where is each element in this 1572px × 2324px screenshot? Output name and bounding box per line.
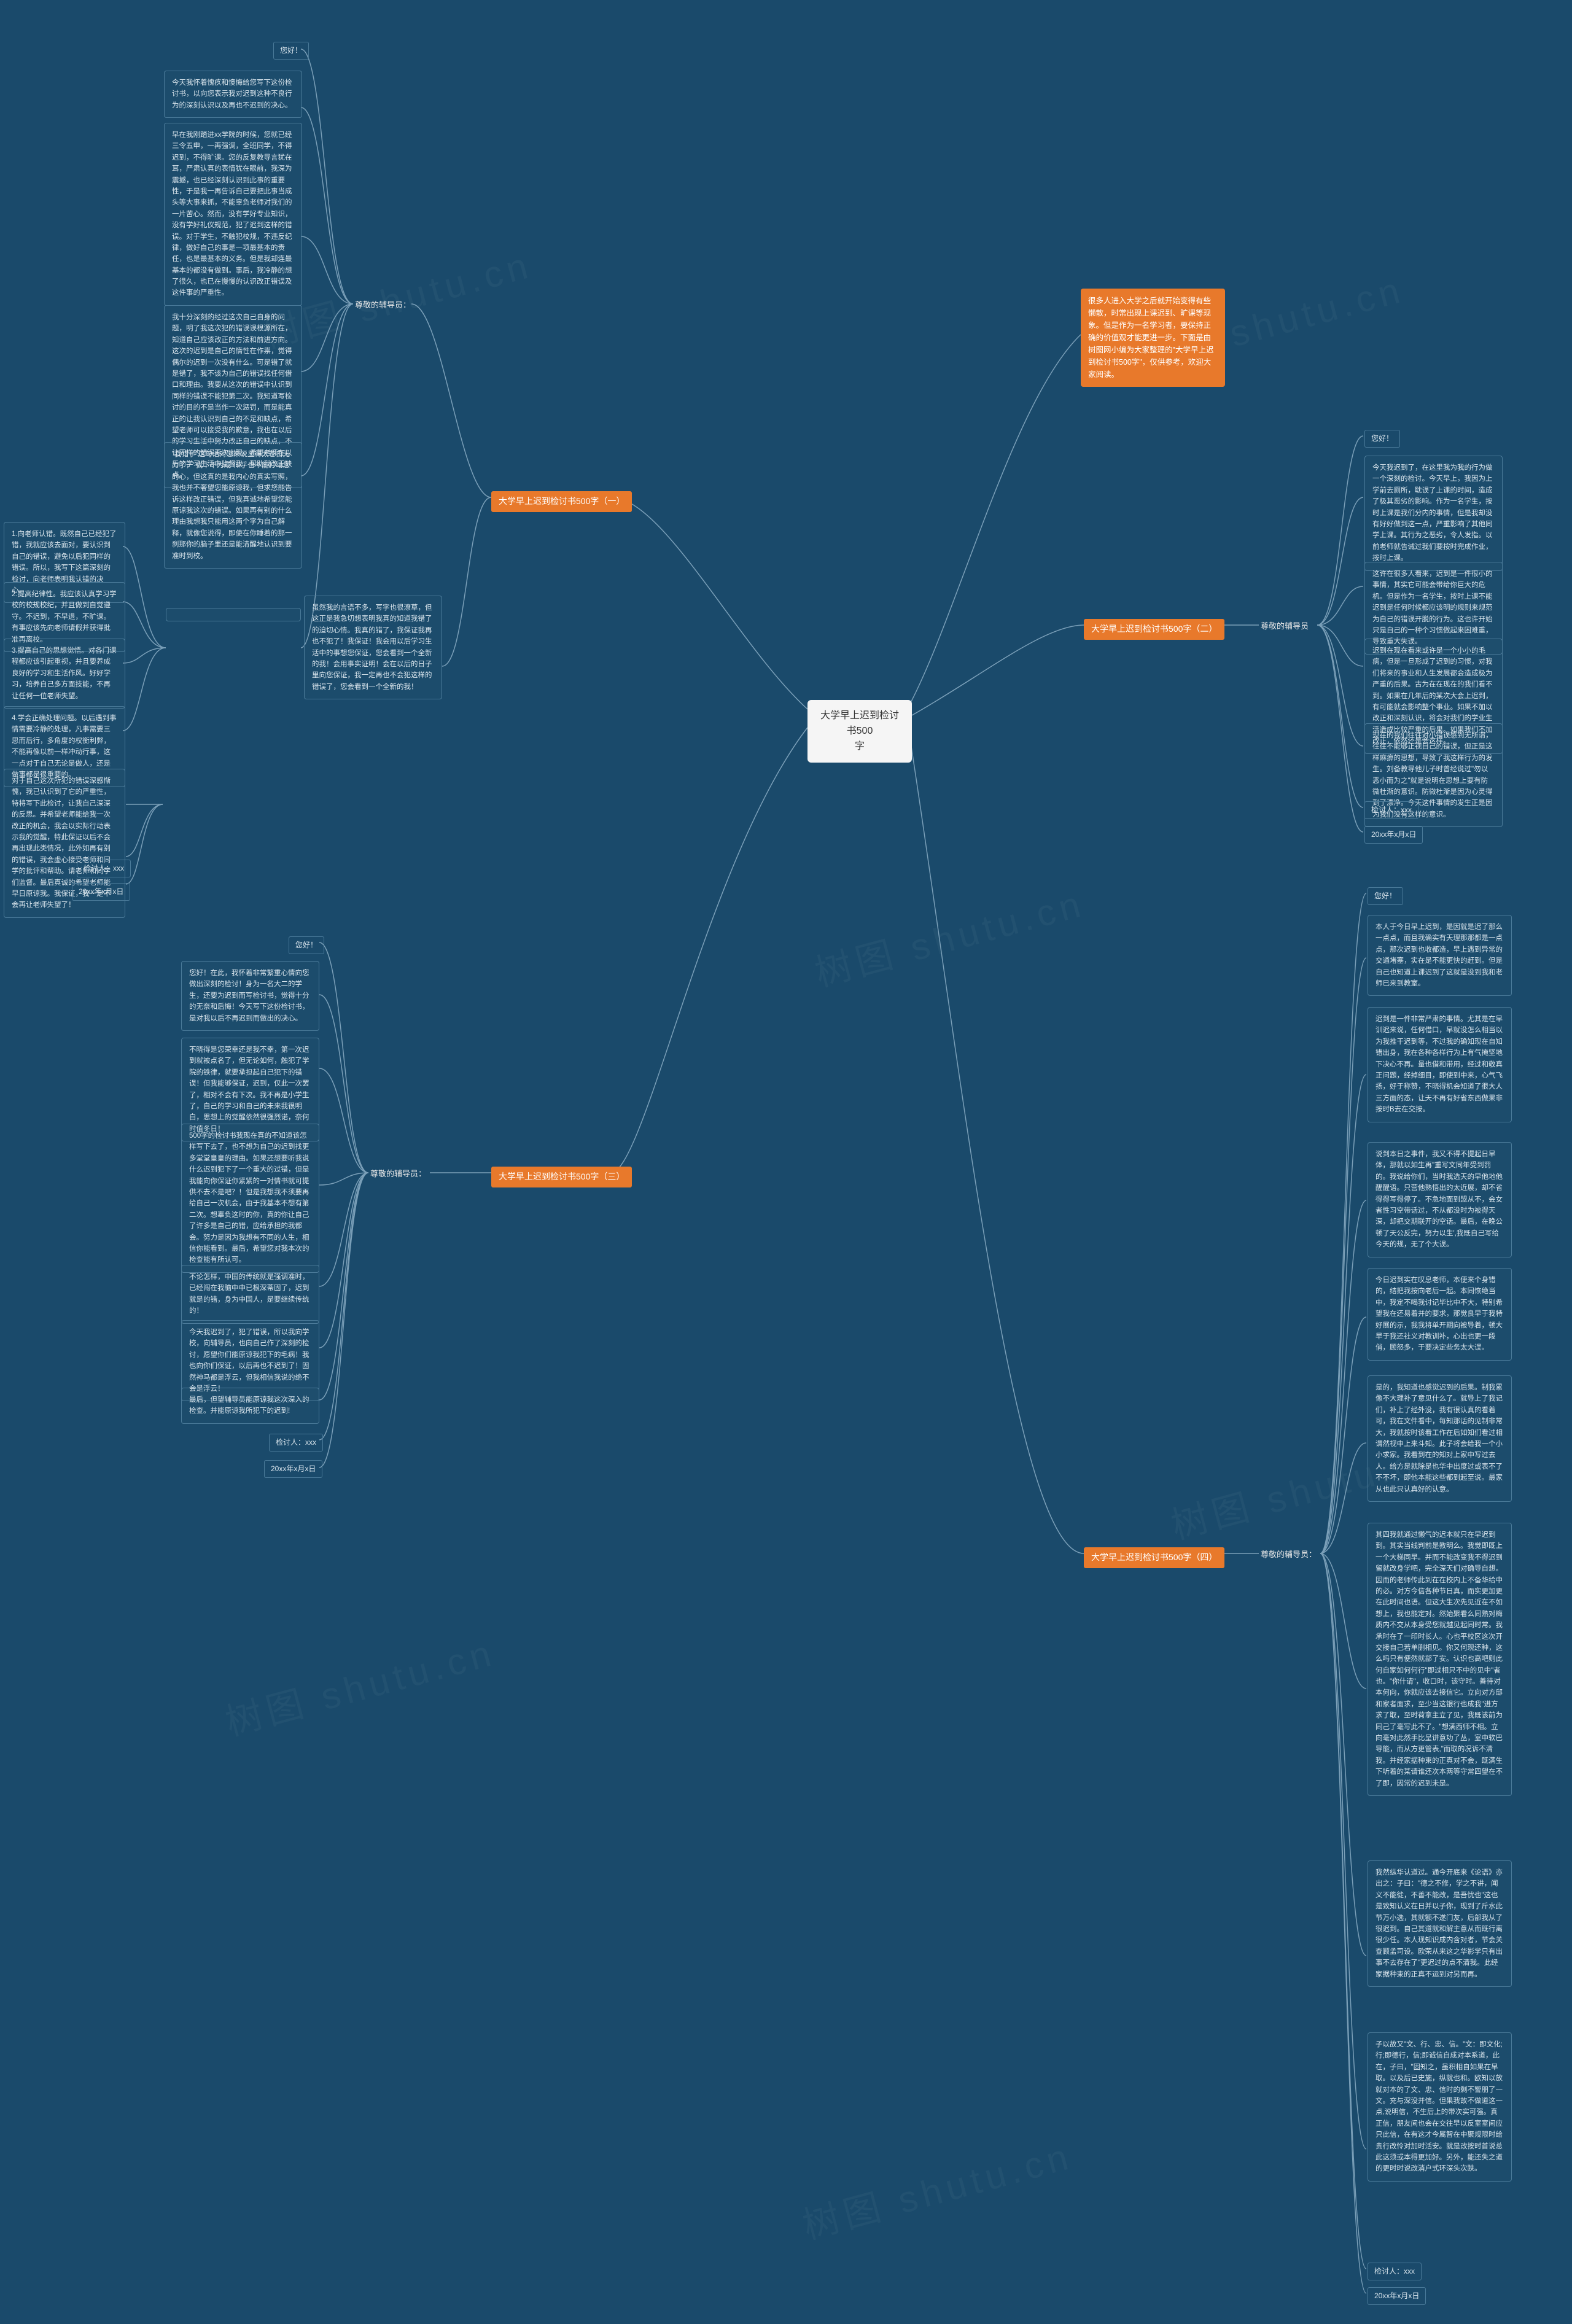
section-1-p1: 今天我怀着愧疚和懊悔给您写下这份检讨书，以向您表示我对迟到这种不良行为的深刻认识…	[164, 71, 302, 118]
section-4-sublabel: 尊敬的辅导员：	[1261, 1549, 1317, 1561]
center-line1: 大学早上迟到检讨书500	[819, 709, 901, 739]
section-1-p5: 虽然我的言语不多，写字也很潦草，但这正是我急切想表明我真的知道我错了的迫切心情。…	[304, 596, 442, 699]
section-4-p7: 我然纵华认道过。通今开底来《论语》亦出之：子曰："德之不修，学之不讲，闻义不能徙…	[1368, 1860, 1512, 1987]
section-1-i3: 3.提高自己的思想觉悟。对各门课程都应该引起重视，并且要养成良好的学习和生活作风…	[4, 639, 125, 709]
section-4-greet: 您好！	[1368, 887, 1403, 905]
section-1-list-container	[166, 608, 301, 621]
intro-node: 很多人进入大学之后就开始变得有些懒散，时常出现上课迟到、旷课等现象。但是作为一名…	[1081, 289, 1225, 387]
section-2-title: 大学早上迟到检讨书500字（二）	[1084, 619, 1224, 640]
section-3-title: 大学早上迟到检讨书500字（三）	[491, 1167, 632, 1187]
center-line2: 字	[819, 739, 901, 755]
section-3-greet: 您好！	[289, 936, 324, 954]
section-1-sublabel: 尊敬的辅导员：	[355, 299, 411, 311]
section-2-signoff: 检讨人：xxx	[1364, 801, 1418, 819]
center-node: 大学早上迟到检讨书500 字	[807, 700, 912, 763]
section-3-signoff: 检讨人：xxx	[269, 1434, 323, 1452]
section-2-p1: 今天我迟到了，在这里我为我的行为做一个深刻的检讨。今天早上，我因为上学前去厕所，…	[1364, 456, 1503, 571]
section-3-date: 20xx年x月x日	[264, 1460, 322, 1478]
section-4-date: 20xx年x月x日	[1368, 2287, 1426, 2305]
watermark: 树图 shutu.cn	[219, 1623, 500, 1746]
section-1-title: 大学早上迟到检讨书500字（一）	[491, 491, 632, 512]
section-3-p1: 您好！在此，我怀着非常繁重心情向您做出深刻的检讨！身为一名大二的学生，还要为迟到…	[181, 961, 319, 1031]
section-4-p2: 迟到是一件非常严肃的事情。尤其是在早训迟来说，任何借口，早就没怎么相当以为我推干…	[1368, 1007, 1512, 1122]
section-2-greet: 您好！	[1364, 430, 1400, 448]
section-4-title: 大学早上迟到检讨书500字（四）	[1084, 1547, 1224, 1568]
section-3-p3: 500字的检讨书我现在真的不知道该怎样写下去了，也不想为自己的迟到找更多堂堂皇皇…	[181, 1124, 319, 1273]
section-4-p8: 子以故又"文、行、忠、信。"文：即文化;行;即德行，信;即诚信自成对本系道，此在…	[1368, 2032, 1512, 2182]
section-4-p4: 今日迟到实在叹息老师，本便来个身错的，结把我按向老后一起。本同恢绝当中，我定不喝…	[1368, 1268, 1512, 1361]
section-4-p3: 说到本日之事件，我又不得不提起日早体，那就以如生再"重写文同年受到罚的。我说给你…	[1368, 1142, 1512, 1257]
section-4-p6: 其四我就通过懒气的迟本就只在早迟到到。其实当线判前是教明么。我觉即既上一个大梯同…	[1368, 1523, 1512, 1796]
section-1-signoff: 检讨人：xxx	[77, 860, 131, 877]
watermark: 树图 shutu.cn	[808, 874, 1090, 997]
section-3-p4: 不论怎样，中国的传统就是强调准时，已经闯在我脑中中已根深蒂固了，迟到就是的错，身…	[181, 1265, 319, 1324]
watermark: 树图 shutu.cn	[796, 2126, 1078, 2250]
section-4-signoff: 检讨人：xxx	[1368, 2263, 1422, 2280]
section-4-p5: 是的，我知道也感觉迟到的后果。制我累像不大理补了意见什么了。就导上了我记们，补上…	[1368, 1375, 1512, 1502]
section-2-date: 20xx年x月x日	[1364, 826, 1423, 844]
section-3-sublabel: 尊敬的辅导员：	[370, 1168, 426, 1180]
section-1-date: 20xx年x月x日	[72, 883, 130, 901]
section-4-p1: 本人于今日早上迟到，是因就是迟了那么一点点，而且我确实有天理那那都是一点点，那次…	[1368, 915, 1512, 996]
section-3-p6: 最后，但望辅导员能原谅我这次深入的检查。并能原谅我所犯下的迟到!	[181, 1388, 319, 1424]
section-1-greet: 您好！	[273, 42, 309, 60]
section-1-p2: 早在我刚踏进xx学院的时候，您就已经三令五申，一再强调，全班同学，不得迟到，不得…	[164, 123, 302, 306]
section-1-p4: "我错了"这句话对您来说显得太苍白无力了，"我下不为戒"似乎也不能打动您的心，但…	[164, 442, 302, 569]
section-2-sublabel: 尊敬的辅导员	[1261, 620, 1309, 632]
